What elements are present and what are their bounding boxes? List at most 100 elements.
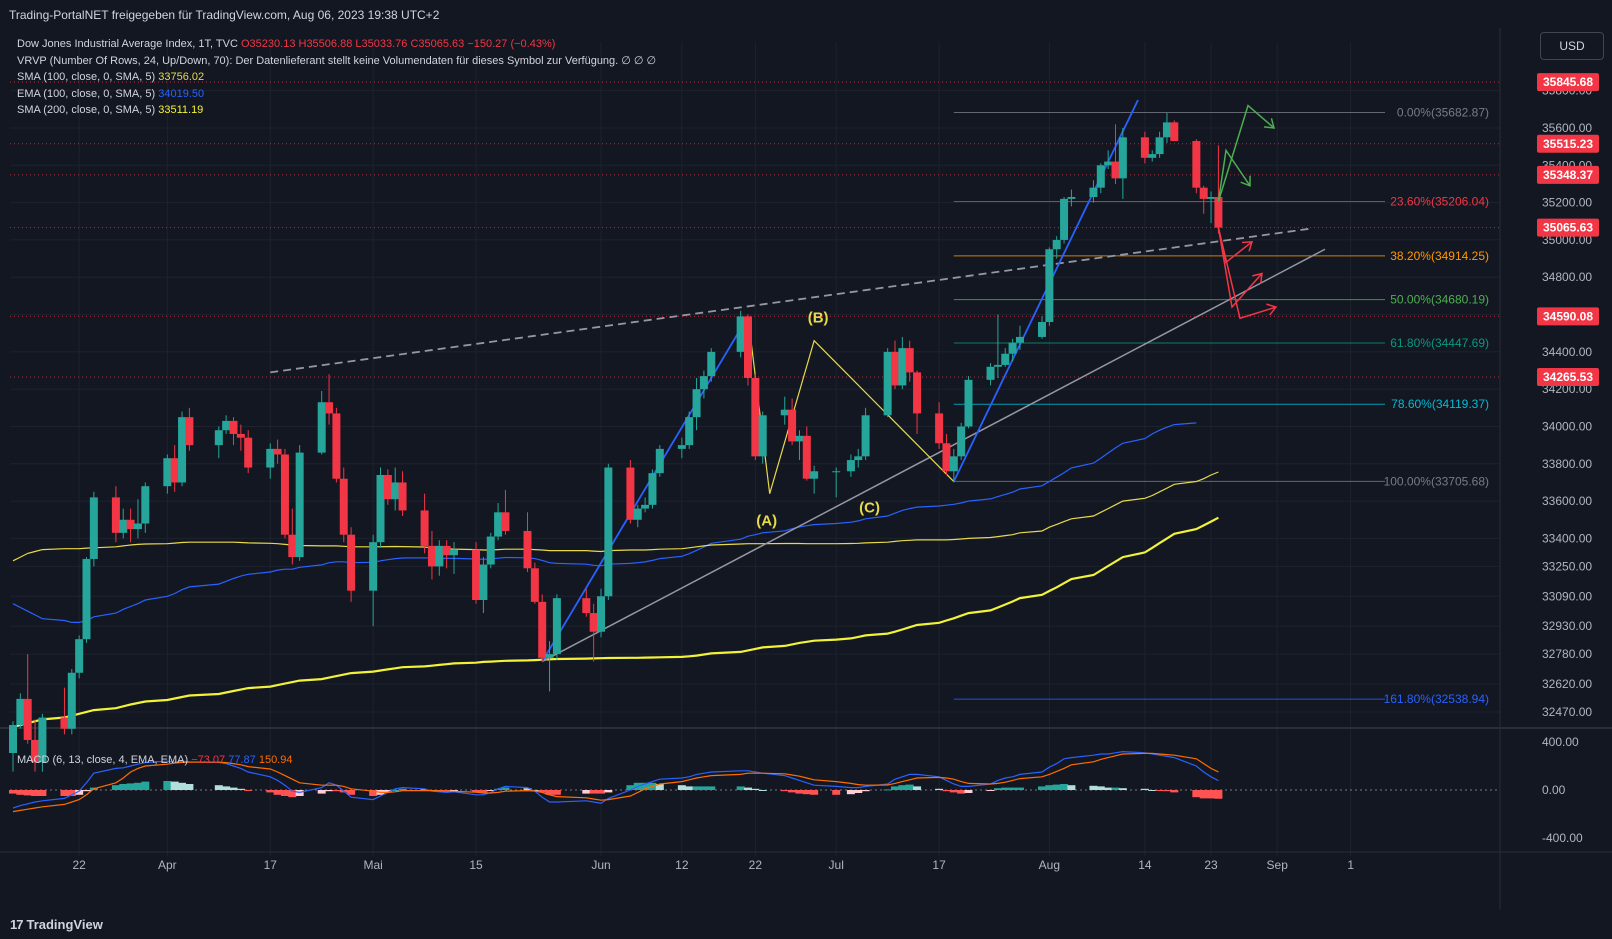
candle-body bbox=[898, 348, 907, 386]
macd-hist-bar bbox=[1001, 787, 1010, 790]
ohlc-high: H35506.88 bbox=[298, 38, 353, 50]
candle bbox=[178, 411, 187, 487]
candle-body bbox=[861, 415, 870, 457]
macd-hist-bar bbox=[501, 787, 510, 790]
macd-hist-bar bbox=[891, 786, 899, 790]
macd-axis-label: 400.00 bbox=[1542, 735, 1579, 749]
price-tag-bg bbox=[1537, 73, 1599, 92]
candle-body bbox=[1111, 161, 1120, 179]
candle-body bbox=[23, 698, 32, 740]
candle-body bbox=[1038, 322, 1046, 337]
candle bbox=[736, 310, 745, 358]
candle bbox=[391, 467, 400, 511]
macd-legend[interactable]: MACD (6, 13, close, 4, EMA, EMA) −73.07 … bbox=[17, 754, 292, 766]
candle-body bbox=[126, 519, 135, 530]
symbol-name[interactable]: Dow Jones Industrial Average Index, 1T, … bbox=[17, 38, 238, 50]
candle-body bbox=[626, 467, 635, 520]
support-trendline bbox=[541, 248, 1326, 663]
price-axis-label: 34400.00 bbox=[1542, 345, 1592, 359]
candle bbox=[913, 370, 922, 434]
sma200-row[interactable]: SMA (200, close, 0, SMA, 5) 33511.19 bbox=[17, 102, 656, 119]
candle-body bbox=[883, 351, 892, 416]
candle bbox=[1008, 338, 1017, 362]
price-axis-label: 32620.00 bbox=[1542, 677, 1592, 691]
candle bbox=[119, 508, 128, 539]
time-axis-label: 22 bbox=[749, 858, 763, 872]
candle bbox=[942, 433, 951, 475]
candle bbox=[883, 348, 892, 418]
candle bbox=[1170, 120, 1179, 142]
macd-hist-bar bbox=[758, 790, 767, 791]
macd-hist-bar bbox=[244, 790, 253, 791]
candle bbox=[339, 467, 348, 543]
macd-hist-bar bbox=[685, 786, 694, 790]
fib-level-label: 61.80%(34447.69) bbox=[1390, 336, 1489, 350]
candle bbox=[1089, 180, 1098, 203]
currency-button[interactable]: USD bbox=[1540, 32, 1604, 60]
candle-body bbox=[788, 409, 797, 442]
candle bbox=[795, 430, 804, 461]
price-axis-label: 33800.00 bbox=[1542, 457, 1592, 471]
macd-hist-bar bbox=[993, 788, 1002, 790]
time-axis-label: 15 bbox=[469, 858, 483, 872]
candle-body bbox=[810, 471, 819, 479]
ema100-line bbox=[12, 422, 1197, 624]
candle bbox=[949, 448, 958, 483]
macd-hist-bar bbox=[229, 787, 238, 790]
candle-body bbox=[846, 460, 855, 472]
candle bbox=[1192, 139, 1201, 194]
arrow-path bbox=[1217, 148, 1251, 202]
macd-hist-bar bbox=[133, 782, 142, 790]
macd-hist-bar bbox=[751, 788, 760, 790]
candle-body bbox=[89, 497, 98, 559]
vrvp-label: VRVP (Number Of Rows, 24, Up/Down, 70): … bbox=[17, 54, 657, 67]
macd-hist-bar bbox=[677, 785, 686, 790]
macd-hist-bar bbox=[1008, 787, 1017, 790]
tradingview-logo[interactable]: 17 TradingView bbox=[10, 917, 103, 932]
macd-hist-bar bbox=[935, 788, 944, 790]
candle-body bbox=[288, 534, 297, 558]
vrvp-row[interactable]: VRVP (Number Of Rows, 24, Up/Down, 70): … bbox=[17, 53, 656, 70]
ema100-row[interactable]: EMA (100, close, 0, SMA, 5) 34019.50 bbox=[17, 86, 656, 103]
candle bbox=[317, 391, 326, 455]
price-chart[interactable]: 0.00%(35682.87) 23.60%(35206.04) 38.20%(34… bbox=[0, 28, 1612, 909]
candle-body bbox=[530, 568, 539, 602]
candle bbox=[1155, 131, 1164, 158]
price-tag-label: 35348.37 bbox=[1543, 168, 1593, 182]
macd-hist-bar bbox=[788, 790, 797, 793]
candle bbox=[494, 502, 503, 541]
candle bbox=[16, 693, 25, 729]
sma100-row[interactable]: SMA (100, close, 0, SMA, 5) 33756.02 bbox=[17, 69, 656, 86]
macd-hist-bar bbox=[1170, 790, 1179, 793]
sma200-label: SMA (200, close, 0, SMA, 5) bbox=[17, 104, 156, 116]
candle bbox=[435, 540, 444, 576]
candle-body bbox=[170, 458, 179, 483]
candle-body bbox=[641, 504, 650, 509]
macd-hist-bar bbox=[332, 790, 341, 792]
candle bbox=[1214, 145, 1223, 234]
macd-hist-bar bbox=[479, 790, 488, 793]
macd-hist-bar bbox=[846, 790, 855, 795]
price-tag-bg bbox=[1537, 307, 1599, 326]
time-axis-label: Apr bbox=[158, 858, 177, 872]
arrow-head bbox=[1241, 240, 1254, 252]
macd-hist-bar bbox=[398, 788, 407, 790]
time-axis-label: 17 bbox=[264, 858, 278, 872]
candle bbox=[347, 527, 356, 602]
macd-hist-bar bbox=[383, 790, 392, 793]
candle bbox=[1111, 124, 1120, 184]
fib-level-label: 161.80%(32538.94) bbox=[1384, 692, 1489, 706]
candle-body bbox=[427, 545, 436, 567]
macd-hist-bar bbox=[1038, 786, 1046, 790]
price-axis-label: 34800.00 bbox=[1542, 270, 1592, 284]
candle-body bbox=[494, 512, 503, 537]
candle-body bbox=[119, 519, 128, 533]
candle bbox=[685, 411, 694, 449]
fib-level-label: 23.60%(35206.04) bbox=[1390, 194, 1489, 208]
candle bbox=[442, 540, 451, 569]
macd-hist-bar bbox=[163, 781, 172, 790]
arrow-path bbox=[1217, 227, 1263, 309]
candle-body bbox=[479, 564, 488, 600]
candle-body bbox=[236, 433, 245, 438]
candle bbox=[758, 411, 767, 464]
